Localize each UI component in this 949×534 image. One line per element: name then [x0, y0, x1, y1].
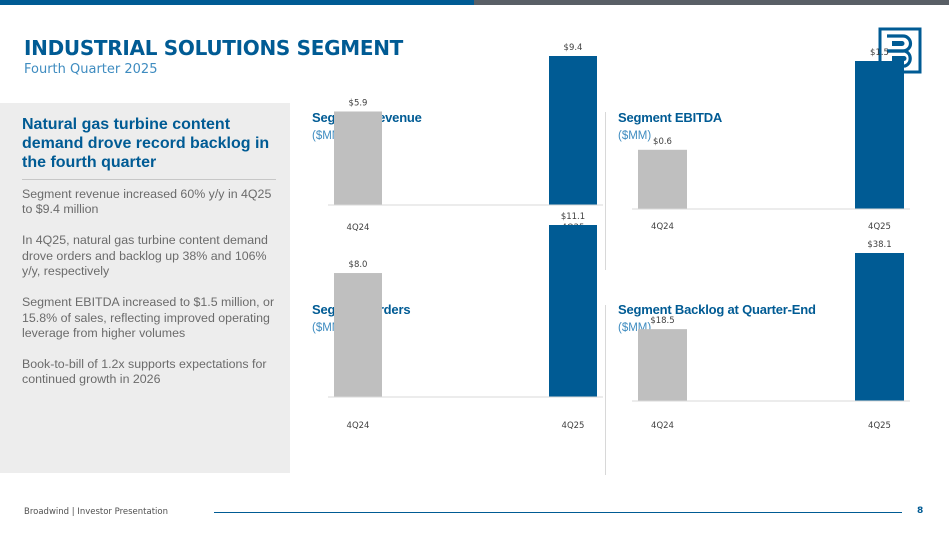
backlog-category-label: 4Q24 [651, 421, 674, 431]
ebitda-chart-title: Segment EBITDA [618, 110, 723, 125]
orders-value-label: $8.0 [349, 260, 368, 270]
backlog-value-label: $38.1 [867, 240, 891, 250]
orders-bar-4q24 [334, 273, 382, 397]
revenue-bar-4q24 [334, 111, 382, 205]
chart-divider-top [605, 112, 606, 270]
footer-rule [214, 512, 902, 513]
orders-chart-plot: $8.0 4Q24 $11.1 4Q25 [328, 212, 603, 431]
footer-text: Broadwind | Investor Presentation [24, 507, 169, 517]
summary-bullet: Segment revenue increased 60% y/y in 4Q2… [22, 187, 272, 217]
revenue-bar-4q25 [549, 56, 597, 205]
top-accent-bar-blue [0, 0, 474, 5]
ebitda-bar-4q24 [638, 149, 687, 209]
revenue-category-label: 4Q24 [347, 223, 370, 233]
revenue-value-label: $9.4 [564, 43, 583, 53]
summary-bullet: In 4Q25, natural gas turbine content dem… [22, 233, 268, 279]
ebitda-bar-4q25 [855, 61, 904, 209]
orders-category-label: 4Q25 [562, 421, 585, 431]
ebitda-chart-plot: $0.6 4Q24 $1.5 4Q25 [632, 48, 910, 232]
summary-bullet: Book-to-bill of 1.2x supports expectatio… [22, 357, 267, 387]
top-accent-bar-gray [474, 0, 949, 5]
backlog-chart: Segment Backlog at Quarter-End ($MM) $18… [618, 240, 910, 497]
ebitda-category-label: 4Q25 [868, 222, 891, 232]
page-title: INDUSTRIAL SOLUTIONS SEGMENT [24, 36, 403, 60]
summary-divider [22, 179, 276, 180]
backlog-bar-4q25 [855, 253, 904, 401]
orders-category-label: 4Q24 [347, 421, 370, 431]
ebitda-chart-units: ($MM) [618, 130, 652, 142]
chart-divider-bottom [605, 305, 606, 475]
summary-bullet: Segment EBITDA increased to $1.5 million… [22, 295, 275, 341]
backlog-chart-title: Segment Backlog at Quarter-End [618, 302, 816, 317]
ebitda-value-label: $0.6 [653, 137, 672, 147]
backlog-bar-4q24 [638, 329, 687, 401]
revenue-value-label: $5.9 [349, 98, 368, 108]
page-subtitle: Fourth Quarter 2025 [24, 62, 158, 77]
page-number: 8 [917, 506, 924, 516]
ebitda-chart: Segment EBITDA ($MM) $0.6 4Q24 $1.5 4Q25 [618, 48, 910, 280]
backlog-category-label: 4Q25 [868, 421, 891, 431]
orders-value-label: $11.1 [561, 212, 585, 222]
ebitda-category-label: 4Q24 [651, 222, 674, 232]
summary-headline: Natural gas turbine content demand drove… [22, 116, 270, 171]
summary-panel [0, 103, 290, 473]
summary-bullet-list: Segment revenue increased 60% y/y in 4Q2… [22, 187, 284, 403]
orders-bar-4q25 [549, 225, 597, 397]
backlog-chart-plot: $18.5 4Q24 $38.1 4Q25 [632, 240, 910, 431]
backlog-value-label: $18.5 [650, 316, 674, 326]
ebitda-value-label: $1.5 [870, 48, 889, 58]
top-accent-bar [0, 0, 949, 5]
